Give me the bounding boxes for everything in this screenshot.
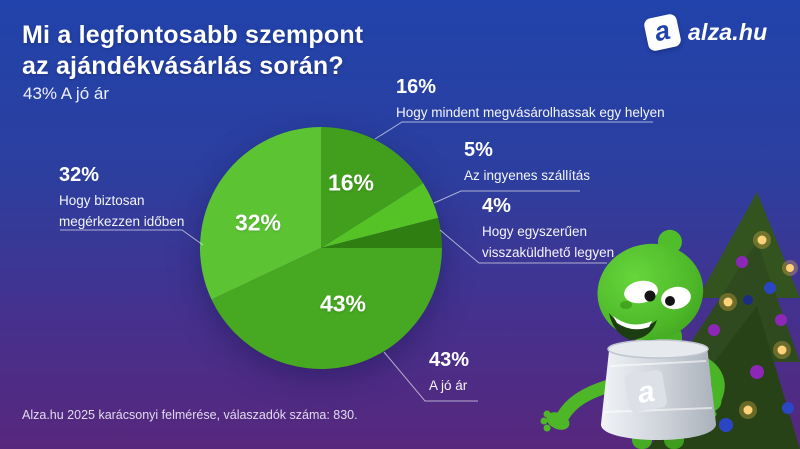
- mascot-mouth: [609, 313, 657, 340]
- slice-label-32: 32%: [234, 209, 282, 236]
- alza-logo: a alza.hu: [642, 12, 768, 53]
- leader-line-32: [60, 229, 204, 246]
- alza-mascot: a: [540, 229, 725, 449]
- callout-percent: 16%: [396, 76, 437, 98]
- callout-percent: 43%: [429, 349, 470, 371]
- callout-one-place: 16% Hogy mindent megvásárolhassak egy he…: [396, 76, 665, 124]
- callout-label: Az ingyenes szállítás: [464, 168, 591, 183]
- callout-label: Hogy biztosan: [59, 193, 145, 208]
- mascot-logo-tile: a: [624, 369, 667, 413]
- page-title: Mi a legfontosabb szempont az ajándékvás…: [22, 20, 363, 81]
- pie-slice-43pct: [211, 248, 442, 369]
- pie-slice-5pct: [321, 183, 439, 248]
- page-subtitle: 43% A jó ár: [23, 84, 110, 103]
- callout-label: Hogy mindent megvásárolhassak egy helyen: [396, 105, 665, 120]
- slice-label-16: 16%: [327, 169, 375, 196]
- source-note: Alza.hu 2025 karácsonyi felmérése, válas…: [22, 408, 358, 422]
- callout-percent: 5%: [464, 139, 493, 161]
- alza-logo-text: alza.hu: [688, 19, 768, 45]
- leader-line-43: [383, 351, 478, 402]
- callout-percent: 32%: [59, 164, 100, 186]
- title-line-1: Mi a legfontosabb szempont: [22, 21, 364, 49]
- callout-label: visszaküldhető legyen: [482, 244, 615, 260]
- callout-label: A jó ár: [429, 378, 468, 393]
- title-line-2: az ajándékvásárlás során?: [22, 51, 344, 80]
- callout-on-time: 32% Hogy biztosan megérkezzen időben: [59, 164, 184, 233]
- callout-percent: 4%: [482, 195, 511, 217]
- callout-label: Hogy egyszerűen: [482, 224, 588, 239]
- alza-logo-icon: a: [642, 12, 683, 53]
- leader-line-4: [439, 229, 607, 264]
- callout-free-shipping: 5% Az ingyenes szállítás: [464, 139, 590, 187]
- callout-label: megérkezzen időben: [59, 213, 185, 229]
- svg-text:a: a: [635, 375, 657, 410]
- leader-line-16: [374, 121, 653, 140]
- leader-line-5: [433, 190, 580, 204]
- alza-logo-letter: a: [651, 14, 673, 47]
- callout-good-price: 43% A jó ár: [429, 349, 469, 397]
- pie-slice-16pct: [321, 127, 424, 248]
- pie-slice-4pct: [321, 217, 442, 248]
- callout-easy-return: 4% Hogy egyszerűen visszaküldhető legyen: [482, 195, 614, 264]
- pie-slice-32pct: [200, 127, 321, 300]
- slice-label-43: 43%: [319, 290, 367, 317]
